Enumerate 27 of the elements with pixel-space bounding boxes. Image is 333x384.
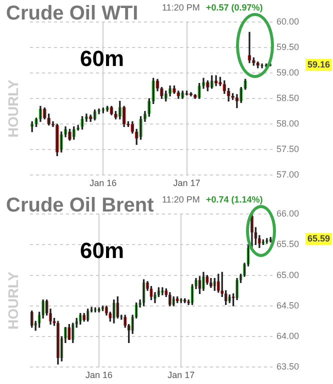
y-tick-label: 63.50 <box>276 362 300 372</box>
y-tick-label: 59.50 <box>276 42 300 52</box>
y-tick-label: 66.00 <box>276 208 300 218</box>
x-tick-label: Jan 17 <box>168 370 195 380</box>
y-tick-label: 65.50 <box>276 239 300 250</box>
y-tick-label: 65.00 <box>276 270 300 280</box>
annotation: 60m <box>80 238 124 264</box>
chart-title: Crude Oil Brent <box>6 194 154 217</box>
y-tick-label: 57.00 <box>276 170 300 180</box>
x-tick-label: Jan 17 <box>173 178 200 188</box>
x-tick-label: Jan 16 <box>85 370 113 380</box>
y-tick-label: 58.50 <box>276 93 300 104</box>
chart-title: Crude Oil WTI <box>6 2 138 25</box>
y-tick-label: 64.50 <box>276 300 300 310</box>
y-tick-label: 64.00 <box>276 331 300 342</box>
annotation: 60m <box>80 46 124 72</box>
text: 65.59 <box>307 234 330 244</box>
text: +0.74 (1.14%) <box>206 194 263 204</box>
text: 59.16 <box>307 59 330 70</box>
text: +0.57 (0.97%) <box>206 2 263 12</box>
text: 11:20 PM <box>162 194 200 204</box>
y-tick-label: 60.00 <box>276 16 300 26</box>
y-tick-label: 59.00 <box>276 68 300 78</box>
y-tick-label: 58.00 <box>276 118 300 129</box>
text: 11:20 PM <box>162 2 200 12</box>
x-tick-label: Jan 16 <box>90 178 117 188</box>
y-tick-label: 57.50 <box>276 144 300 154</box>
